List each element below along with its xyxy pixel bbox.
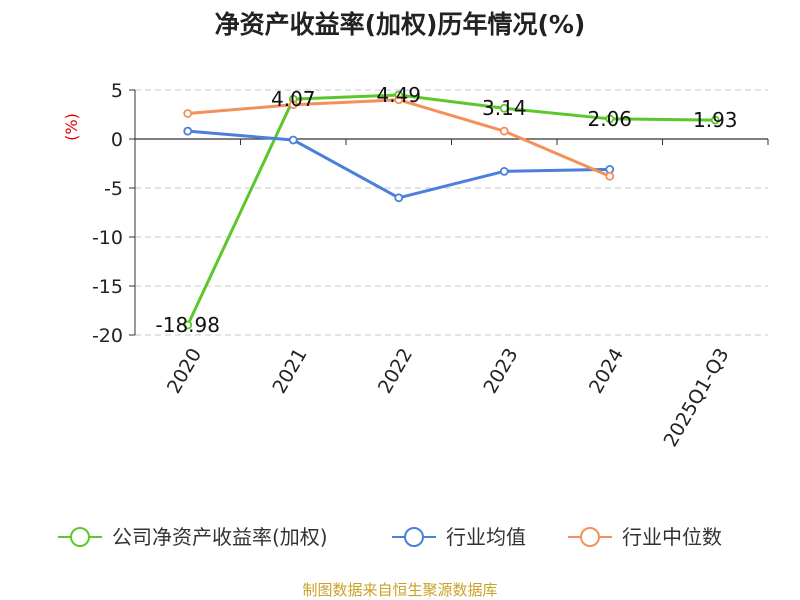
data-label: 4.49 (376, 83, 421, 107)
legend-label: 行业均值 (446, 525, 526, 549)
x-tick-label: 2020 (163, 345, 206, 398)
data-point (394, 95, 404, 105)
data-labels: -18.98 4.07 4.49 3.14 2.06 1.93 (156, 83, 738, 337)
y-tick-label: 5 (111, 80, 123, 102)
legend-item[interactable]: 行业均值 (392, 525, 526, 549)
data-point (499, 103, 509, 113)
x-tick-label: 2022 (374, 345, 417, 398)
x-tick-label: 2021 (268, 345, 311, 398)
data-point (605, 164, 615, 174)
data-label: -18.98 (156, 313, 220, 337)
data-label: 3.14 (482, 96, 527, 120)
data-point (605, 114, 615, 124)
y-tick-label: -15 (92, 276, 123, 298)
x-tick-label: 2024 (585, 345, 628, 398)
legend-label: 行业中位数 (622, 525, 722, 549)
data-label: 1.93 (693, 108, 738, 132)
legend-marker (404, 527, 424, 547)
legend-marker (70, 527, 90, 547)
legend-marker (580, 527, 600, 547)
data-label: 2.06 (587, 107, 632, 131)
data-point (183, 109, 193, 118)
data-point (605, 171, 615, 181)
data-point (499, 126, 509, 136)
data-point (183, 320, 193, 330)
legend-item[interactable]: 行业中位数 (568, 525, 722, 549)
series (183, 90, 720, 330)
data-point (288, 100, 298, 110)
data-point (288, 135, 298, 145)
y-tick-label: -20 (92, 325, 123, 347)
axes (134, 90, 769, 335)
grid (135, 89, 768, 336)
y-tick-label: -5 (104, 178, 123, 200)
x-tick-label: 2025Q1-Q3 (660, 345, 734, 451)
legend-label: 公司净资产收益率(加权) (112, 525, 328, 549)
x-tick-label: 2023 (479, 345, 522, 398)
data-point (394, 193, 404, 203)
y-axis-label: (%) (62, 113, 81, 141)
x-ticks: 2020 2021 2022 2023 2024 2025Q1-Q3 (163, 345, 734, 451)
data-point (183, 126, 193, 136)
source-note: 制图数据来自恒生聚源数据库 (302, 581, 497, 599)
data-point (499, 166, 509, 176)
series-line (186, 93, 716, 326)
data-point (710, 115, 720, 125)
chart-title: 净资产收益率(加权)历年情况(%) (215, 10, 586, 39)
legend: 公司净资产收益率(加权) 行业均值 行业中位数 (58, 525, 722, 549)
y-tick-label: -10 (92, 227, 123, 249)
data-label: 4.07 (271, 87, 316, 111)
y-ticks: 5 0 -5 -10 -15 -20 (92, 80, 135, 347)
legend-item[interactable]: 公司净资产收益率(加权) (58, 525, 328, 549)
y-tick-label: 0 (111, 129, 123, 151)
